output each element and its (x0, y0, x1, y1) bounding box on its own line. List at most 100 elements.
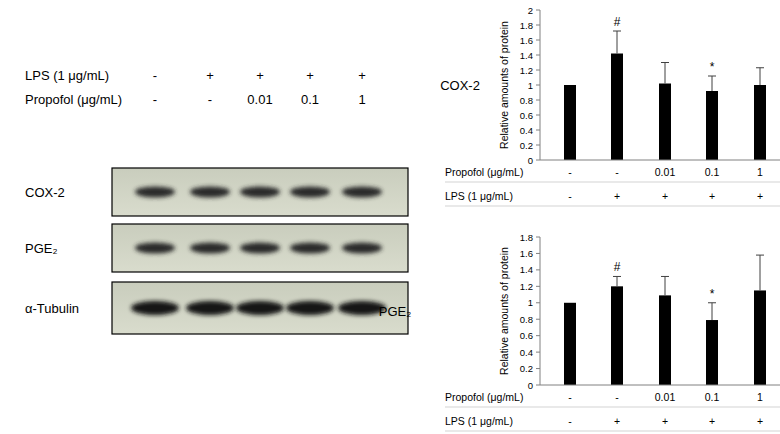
x-tick-label: + (709, 415, 715, 427)
error-stem (665, 63, 666, 84)
blot-band (135, 187, 175, 198)
blot-band (342, 243, 382, 254)
x-tick-label: - (568, 391, 572, 403)
blot-band (236, 301, 284, 315)
blot-band (190, 187, 230, 198)
x-tick-label: + (757, 415, 763, 427)
y-tick (536, 85, 540, 86)
error-cap (661, 62, 669, 63)
blot-band (342, 187, 382, 198)
error-cap (708, 76, 716, 77)
propofol-dose: 0.01 (247, 92, 272, 107)
error-cap (708, 302, 716, 303)
x-tick-label: 0.1 (705, 166, 720, 178)
error-bar (708, 303, 716, 320)
bar-chart: 00.20.40.60.811.21.41.61.82Relative amou… (440, 5, 780, 207)
x-tick-label: + (614, 190, 620, 202)
blot-box (112, 224, 408, 272)
lps-sign: + (306, 68, 314, 83)
x-tick-label: - (568, 190, 572, 202)
chart-title: PGE₂ (379, 304, 412, 319)
propofol-dose: 1 (358, 92, 365, 107)
x-tick-label: 0.01 (655, 391, 676, 403)
propofol-label: Propofol (μg/mL) (25, 92, 122, 107)
x-tick-label: + (757, 190, 763, 202)
y-tick-label: 0.4 (520, 347, 533, 358)
x-axis (540, 160, 780, 161)
category-row-label: LPS (1 μg/mL) (445, 190, 513, 202)
bar-chart: 00.20.40.60.811.21.41.61.8Relative amoun… (379, 232, 780, 432)
y-tick-label: 1.2 (520, 281, 533, 292)
category-row-label: Propofol (μg/mL) (445, 166, 523, 178)
error-cap (756, 255, 764, 256)
y-tick (536, 352, 540, 353)
blot-panel: LPS (1 μg/mL)Propofol (μg/mL)-++++--0.01… (25, 68, 408, 334)
y-tick-label: 1.2 (520, 65, 533, 76)
chart-title: COX-2 (440, 78, 480, 93)
y-tick-label: 0.2 (520, 363, 533, 374)
blot-band (135, 243, 175, 254)
bar (659, 84, 671, 161)
error-bar (613, 276, 621, 286)
y-tick-label: 1.6 (520, 248, 533, 259)
error-stem (617, 276, 618, 286)
x-axis (540, 385, 780, 386)
category-row-label: Propofol (μg/mL) (445, 391, 523, 403)
blot-band (190, 243, 230, 254)
error-stem (617, 31, 618, 54)
y-tick (536, 70, 540, 71)
y-axis (540, 237, 541, 385)
y-tick-label: 1.8 (520, 232, 533, 243)
y-tick-label: 0.8 (520, 95, 533, 106)
bar (754, 85, 766, 160)
propofol-dose: - (208, 92, 212, 107)
y-tick (536, 253, 540, 254)
y-tick-label: 0.6 (520, 330, 533, 341)
y-tick-label: 2 (528, 5, 533, 16)
y-tick-label: 0.4 (520, 125, 533, 136)
x-tick-label: 1 (757, 166, 763, 178)
x-tick-label: + (709, 190, 715, 202)
x-tick-label: - (615, 391, 619, 403)
row-separator (445, 206, 780, 207)
bar (659, 295, 671, 385)
error-cap (756, 67, 764, 68)
y-tick-label: 1.8 (520, 20, 533, 31)
bar (706, 91, 718, 160)
blot-row-label: PGE₂ (25, 241, 58, 256)
bar (611, 54, 623, 161)
x-tick-label: + (614, 415, 620, 427)
y-tick (536, 130, 540, 131)
y-tick (536, 25, 540, 26)
x-tick-label: 0.1 (705, 391, 720, 403)
category-row-label: LPS (1 μg/mL) (445, 415, 513, 427)
annotation: * (710, 60, 715, 74)
blot-band (240, 187, 280, 198)
lps-sign: + (256, 68, 264, 83)
figure: LPS (1 μg/mL) Propofol (μg/mL) - + + + + - - 0.01… (0, 0, 780, 434)
y-tick (536, 160, 540, 161)
y-tick-label: 1.4 (520, 50, 533, 61)
y-tick-label: 0.8 (520, 314, 533, 325)
lps-sign: + (358, 68, 366, 83)
row-separator (445, 431, 780, 432)
y-axis-label: Relative amounts of protein (498, 21, 510, 149)
x-tick-label: - (568, 415, 572, 427)
blot-band (286, 301, 334, 315)
y-tick (536, 319, 540, 320)
error-bar (756, 255, 764, 290)
y-tick-label: 1 (528, 297, 533, 308)
error-bar (613, 31, 621, 54)
y-tick-label: 1 (528, 80, 533, 91)
y-axis-label: Relative amounts of protein (498, 247, 510, 375)
lps-label: LPS (1 μg/mL) (25, 68, 109, 83)
y-tick-label: 1.6 (520, 35, 533, 46)
y-tick-label: 0.2 (520, 140, 533, 151)
y-tick (536, 269, 540, 270)
y-tick (536, 302, 540, 303)
y-tick-label: 0 (528, 380, 533, 391)
blot-band (131, 301, 179, 315)
y-tick (536, 10, 540, 11)
error-cap (661, 276, 669, 277)
blot-box (112, 282, 408, 334)
